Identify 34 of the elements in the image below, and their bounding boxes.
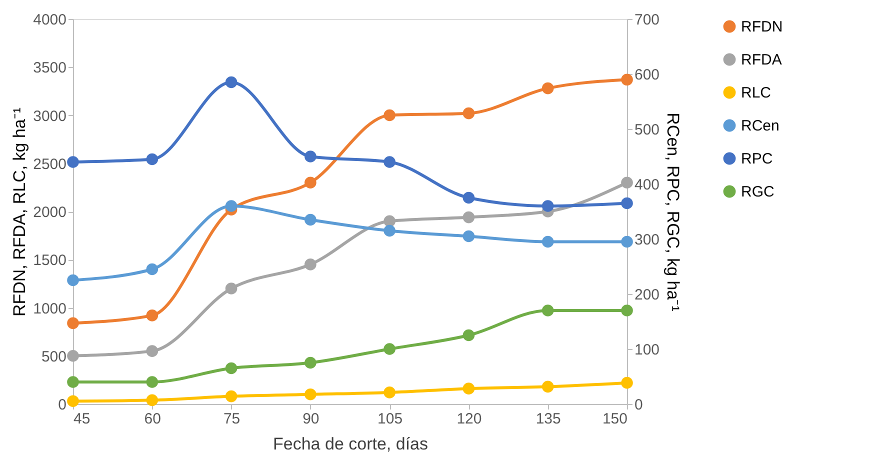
x-tick-label: 135	[536, 410, 561, 428]
x-axis-title: Fecha de corte, días	[273, 434, 428, 454]
legend-label: RLC	[741, 84, 772, 102]
y-tick-label: 2000	[33, 204, 66, 221]
y-tick-label: 500	[41, 348, 66, 366]
y2-tick-label: 300	[634, 232, 660, 248]
y-tick-label: 1000	[33, 300, 66, 318]
x-tick-label: 75	[223, 410, 240, 428]
y-tick-label: 1500	[33, 252, 66, 270]
legend-label: RPC	[741, 150, 773, 168]
y-tick-label: 3500	[33, 60, 66, 77]
legend-label: RCen	[741, 118, 780, 134]
y-axis-title: RFDN, RFDA, RLC, kg ha⁻¹	[10, 107, 30, 317]
legend-label: RFDA	[741, 52, 782, 68]
y-tick-label: 0	[58, 396, 66, 414]
y2-tick-label: 200	[634, 286, 660, 304]
y2-tick-label: 400	[634, 176, 660, 194]
x-tick-label: 120	[456, 410, 482, 428]
x-tick-label: 150	[602, 410, 628, 428]
x-tick-label: 105	[378, 410, 403, 428]
x-tick-label: 60	[144, 410, 161, 428]
y2-axis-title: RCen, RPC, RGC, kg ha⁻¹	[664, 112, 683, 312]
x-tick-label: 45	[74, 410, 90, 428]
y-tick-label: 4000	[33, 12, 66, 28]
y2-tick-label: 600	[634, 66, 660, 84]
y-tick-label: 2500	[33, 156, 66, 173]
y2-tick-label: 700	[634, 12, 660, 28]
y2-tick-label: 500	[634, 122, 660, 138]
y2-tick-label: 100	[634, 342, 660, 358]
y-tick-label: 3000	[33, 108, 66, 125]
legend-label: RGC	[741, 184, 774, 200]
legend-label: RFDN	[741, 18, 783, 36]
y2-tick-label: 0	[634, 396, 643, 414]
x-tick-label: 90	[302, 410, 320, 428]
